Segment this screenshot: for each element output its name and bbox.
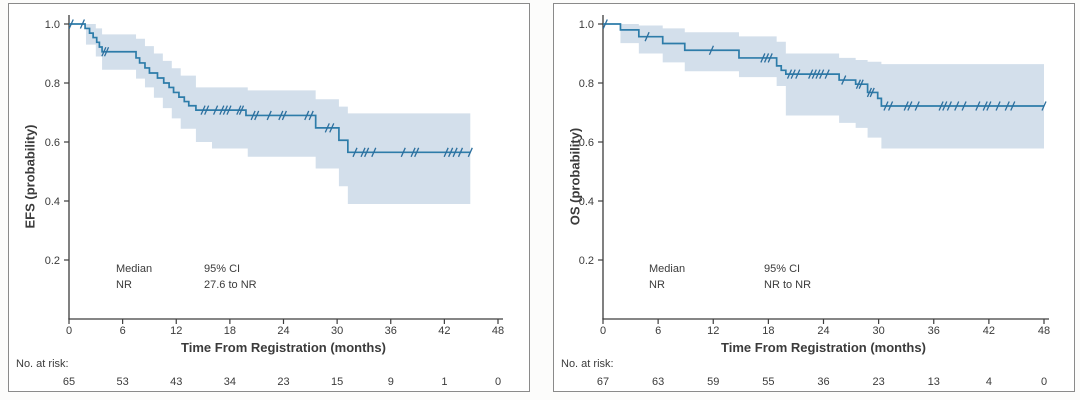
os-median-label: Median (649, 263, 686, 275)
x-tick-label: 0 (66, 325, 72, 337)
x-tick-label: 0 (600, 325, 606, 337)
efs-panel: 0.2 0.4 0.6 0.8 1.0 0 6 12 18 24 30 36 42 48 65 53 43 34 2… (8, 3, 530, 392)
os-y-axis-label: OS (probability) (567, 127, 583, 226)
x-tick-label: 18 (224, 325, 236, 337)
survival-curve (69, 23, 471, 154)
x-tick-label: 12 (170, 325, 182, 337)
y-tick-label: 0.8 (579, 78, 594, 90)
x-tick-label: 42 (438, 325, 450, 337)
risk-count: 55 (762, 376, 774, 388)
y-tick-label: 0.4 (45, 196, 60, 208)
efs-risk-table-label: No. at risk: (16, 358, 69, 370)
risk-counts: 65 53 43 34 23 15 9 1 0 (63, 376, 501, 388)
os-chart: 0.2 0.4 0.6 0.8 1.0 0 6 12 18 24 30 36 42 48 67 63 59 55 3… (579, 15, 1050, 388)
risk-count: 1 (441, 376, 447, 388)
x-tick-label: 36 (928, 325, 940, 337)
efs-median-label: Median (116, 263, 153, 275)
efs-median-value: NR (116, 278, 132, 291)
os-median-stat: Median NR (649, 262, 685, 293)
risk-counts: 67 63 59 55 36 23 13 4 0 (597, 376, 1047, 388)
censor-ticks (68, 19, 473, 158)
confidence-band (620, 24, 1044, 149)
x-tick-label: 30 (331, 325, 343, 337)
os-x-axis-label: Time From Registration (months) (721, 340, 926, 355)
efs-y-axis-label: EFS (probability) (22, 124, 38, 229)
y-tick-label: 0.6 (45, 137, 60, 149)
efs-x-axis-label: Time From Registration (months) (181, 340, 386, 355)
risk-count: 23 (873, 376, 885, 388)
x-tick-label: 30 (873, 325, 885, 337)
risk-count: 34 (224, 376, 236, 388)
os-panel: 0.2 0.4 0.6 0.8 1.0 0 6 12 18 24 30 36 42 48 67 63 59 55 3… (553, 3, 1075, 392)
x-tick-label: 42 (983, 325, 995, 337)
x-tick-labels: 0 6 12 18 24 30 36 42 48 (600, 319, 1050, 337)
y-tick-label: 1.0 (579, 19, 594, 31)
efs-ci-label: 95% CI (204, 263, 241, 275)
x-tick-label: 48 (492, 325, 504, 337)
y-tick-label: 0.6 (579, 137, 594, 149)
risk-count: 63 (652, 376, 664, 388)
x-tick-label: 36 (385, 325, 397, 337)
risk-count: 36 (817, 376, 829, 388)
risk-count: 59 (707, 376, 719, 388)
x-tick-labels: 0 6 12 18 24 30 36 42 48 (66, 319, 504, 337)
x-tick-label: 12 (707, 325, 719, 337)
risk-count: 23 (277, 376, 289, 388)
risk-count: 65 (63, 376, 75, 388)
y-tick-label: 0.4 (579, 196, 594, 208)
x-tick-label: 24 (817, 325, 829, 337)
os-median-value: NR (649, 278, 665, 291)
y-tick-label: 0.8 (45, 78, 60, 90)
risk-count: 0 (1041, 376, 1047, 388)
y-tick-label: 0.2 (579, 255, 594, 267)
risk-count: 53 (117, 376, 129, 388)
y-tick-labels: 0.2 0.4 0.6 0.8 1.0 (579, 19, 603, 267)
efs-ci-value: 27.6 to NR (204, 278, 257, 291)
os-ci-value: NR to NR (764, 278, 812, 291)
x-tick-label: 24 (277, 325, 289, 337)
y-tick-labels: 0.2 0.4 0.6 0.8 1.0 (45, 19, 69, 267)
x-tick-label: 18 (762, 325, 774, 337)
risk-count: 43 (170, 376, 182, 388)
axes (68, 15, 503, 320)
risk-count: 67 (597, 376, 609, 388)
os-risk-table-label: No. at risk: (561, 358, 614, 370)
risk-count: 0 (495, 376, 501, 388)
x-tick-label: 48 (1038, 325, 1050, 337)
risk-count: 15 (331, 376, 343, 388)
os-ci-label: 95% CI (764, 263, 801, 275)
x-tick-label: 6 (655, 325, 661, 337)
efs-ci-stat: 95% CI 27.6 to NR (204, 262, 257, 293)
efs-median-stat: Median NR (116, 262, 152, 293)
os-ci-stat: 95% CI NR to NR (764, 262, 811, 293)
x-tick-label: 6 (120, 325, 126, 337)
efs-chart: 0.2 0.4 0.6 0.8 1.0 0 6 12 18 24 30 36 42 48 65 53 43 34 2… (45, 15, 504, 388)
censor-ticks (602, 19, 1047, 111)
y-tick-label: 0.2 (45, 255, 60, 267)
risk-count: 4 (986, 376, 992, 388)
confidence-band (85, 24, 471, 204)
risk-count: 13 (928, 376, 940, 388)
axes (602, 15, 1049, 320)
y-tick-label: 1.0 (45, 19, 60, 31)
risk-count: 9 (388, 376, 394, 388)
